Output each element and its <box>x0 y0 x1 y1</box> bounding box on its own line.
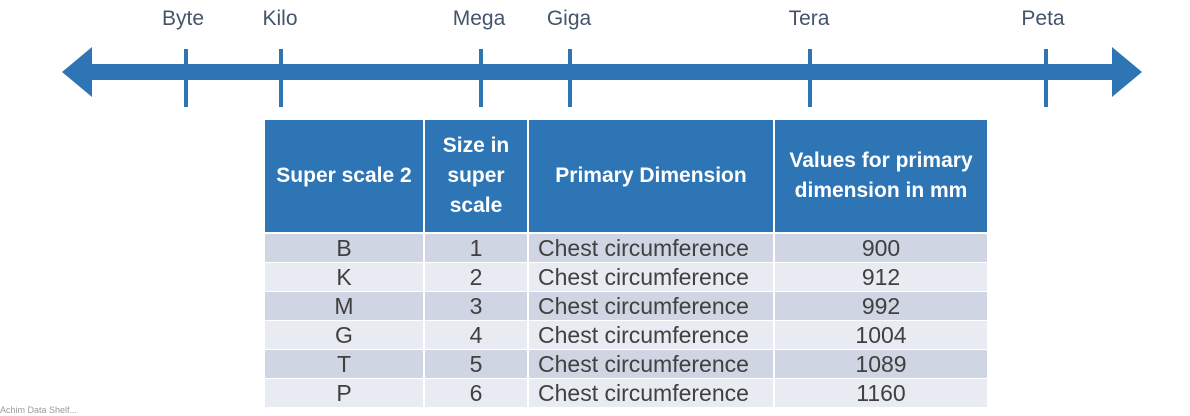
cell-size: 6 <box>423 378 529 407</box>
table-row: G 4 Chest circumference 1004 <box>263 320 989 350</box>
cell-primary-dimension: Chest circumference <box>527 349 775 379</box>
cell-size: 3 <box>423 291 529 321</box>
header-super-scale: Super scale 2 <box>263 118 425 234</box>
cell-super-scale: K <box>263 262 425 292</box>
cell-size: 5 <box>423 349 529 379</box>
footer-text: Achim Data Shelf... <box>0 405 78 415</box>
scale-tick-tera <box>808 49 812 107</box>
cell-value-mm: 912 <box>773 262 989 292</box>
header-size: Size in super scale <box>423 118 529 234</box>
cell-super-scale: T <box>263 349 425 379</box>
cell-primary-dimension: Chest circumference <box>527 262 775 292</box>
scale-arrow <box>62 47 1142 97</box>
scale-label-kilo: Kilo <box>262 7 298 30</box>
cell-super-scale: P <box>263 378 425 407</box>
table-row: K 2 Chest circumference 912 <box>263 262 989 292</box>
cell-size: 4 <box>423 320 529 350</box>
table-row: B 1 Chest circumference 900 <box>263 232 989 263</box>
header-primary-dimension: Primary Dimension <box>527 118 775 234</box>
cell-value-mm: 1089 <box>773 349 989 379</box>
table-header-row: Super scale 2 Size in super scale Primar… <box>263 118 989 234</box>
table-row: M 3 Chest circumference 992 <box>263 291 989 321</box>
cell-super-scale: M <box>263 291 425 321</box>
cell-primary-dimension: Chest circumference <box>527 232 775 263</box>
scale-tick-giga <box>568 49 572 107</box>
cell-value-mm: 1160 <box>773 378 989 407</box>
table-row: T 5 Chest circumference 1089 <box>263 349 989 379</box>
scale-label-byte: Byte <box>161 7 205 30</box>
scale-tick-peta <box>1044 49 1048 107</box>
super-scale-table: Super scale 2 Size in super scale Primar… <box>263 118 989 407</box>
scale-label-giga: Giga <box>546 7 592 30</box>
scale-tick-byte <box>184 49 188 107</box>
cell-size: 1 <box>423 232 529 263</box>
cell-primary-dimension: Chest circumference <box>527 378 775 407</box>
cell-value-mm: 992 <box>773 291 989 321</box>
cell-super-scale: G <box>263 320 425 350</box>
cell-super-scale: B <box>263 232 425 263</box>
cell-value-mm: 1004 <box>773 320 989 350</box>
table-row: P 6 Chest circumference 1160 <box>263 378 989 407</box>
cell-value-mm: 900 <box>773 232 989 263</box>
scale-tick-mega <box>479 49 483 107</box>
scale-label-tera: Tera <box>788 7 830 30</box>
scale-label-peta: Peta <box>1021 7 1065 30</box>
header-values-mm: Values for primary dimension in mm <box>773 118 989 234</box>
scale-label-mega: Mega <box>452 7 506 30</box>
cell-primary-dimension: Chest circumference <box>527 320 775 350</box>
cell-primary-dimension: Chest circumference <box>527 291 775 321</box>
scale-axis <box>62 47 1142 107</box>
scale-tick-kilo <box>279 49 283 107</box>
cell-size: 2 <box>423 262 529 292</box>
